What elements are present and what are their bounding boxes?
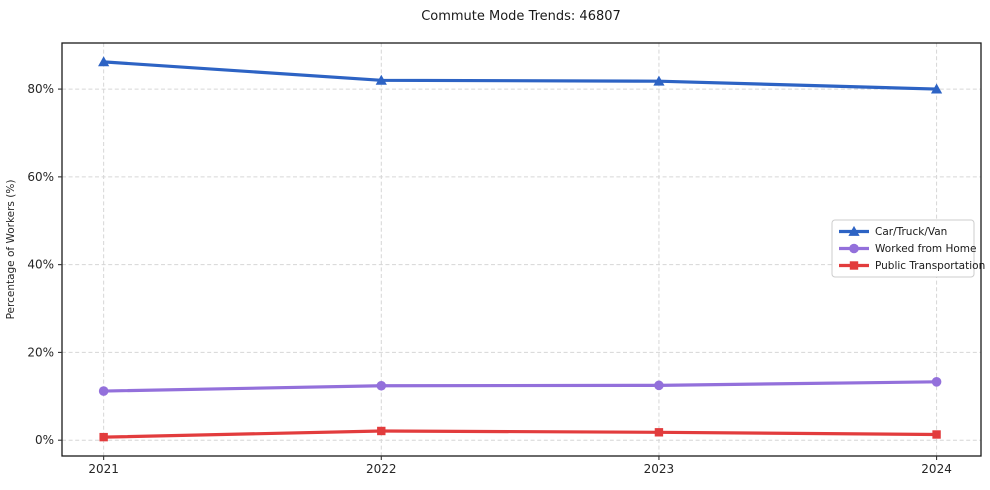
- circle-marker: [849, 243, 859, 254]
- legend-label: Car/Truck/Van: [875, 226, 947, 238]
- square-marker: [99, 432, 108, 442]
- y-tick-label: 60%: [27, 170, 54, 184]
- circle-marker: [98, 386, 109, 396]
- circle-marker: [654, 380, 664, 391]
- legend-box: [831, 219, 975, 278]
- triangle-marker: [98, 56, 110, 67]
- legend-label: Worked from Home: [875, 243, 976, 255]
- series-line: [102, 380, 939, 393]
- triangle-marker: [848, 225, 860, 236]
- square-marker: [377, 426, 386, 436]
- circle-marker: [931, 377, 942, 387]
- x-tick-label: 2021: [88, 462, 119, 476]
- y-axis-label: Percentage of Workers (%): [5, 180, 17, 320]
- square-marker: [932, 430, 941, 439]
- chart-title: Commute Mode Trends: 46807: [421, 9, 621, 24]
- triangle-marker: [653, 75, 665, 86]
- y-tick-label: 20%: [27, 345, 54, 359]
- circle-marker: [376, 380, 387, 391]
- triangle-marker: [930, 83, 943, 94]
- x-tick-label: 2024: [921, 462, 952, 476]
- series-line: [102, 60, 939, 91]
- triangle-marker: [375, 74, 387, 85]
- plot-border: [61, 42, 982, 457]
- x-tick-label: 2023: [644, 462, 675, 476]
- y-tick-label: 80%: [27, 82, 54, 96]
- series-line: [102, 429, 939, 439]
- y-tick-label: 40%: [27, 258, 54, 272]
- square-marker: [849, 261, 859, 270]
- y-tick-label: 0%: [35, 433, 54, 447]
- square-marker: [654, 428, 664, 437]
- x-tick-label: 2022: [366, 462, 397, 476]
- legend-label: Public Transportation: [875, 260, 985, 272]
